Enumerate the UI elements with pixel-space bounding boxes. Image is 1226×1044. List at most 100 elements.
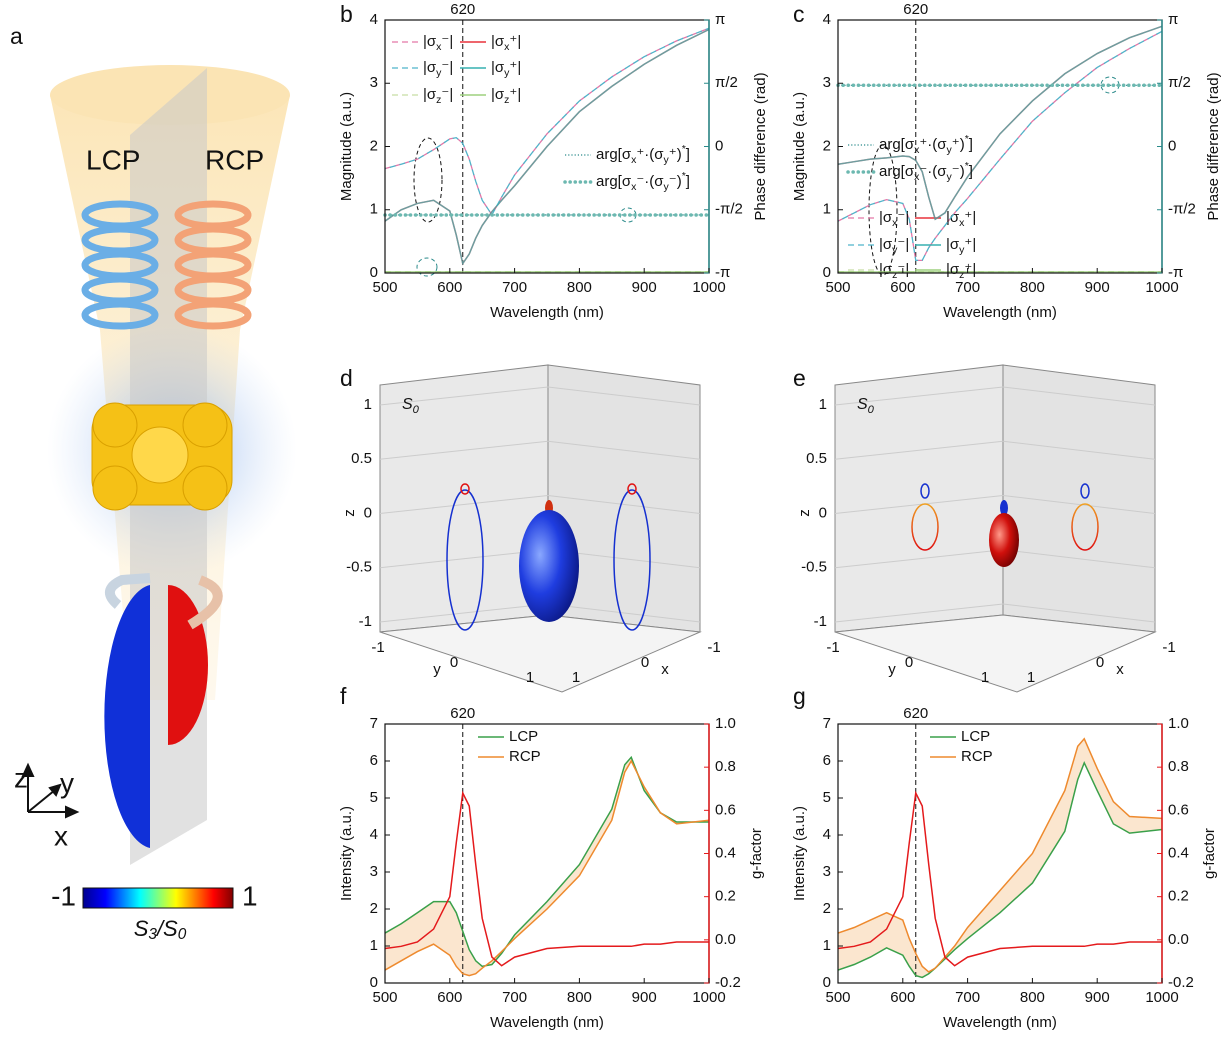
y2-tick-label: π/2 (715, 74, 738, 91)
grid-line (379, 440, 549, 460)
grid-line (1002, 495, 1156, 514)
surface (1000, 500, 1008, 516)
grid-line (1002, 440, 1156, 460)
y2-tick-label: -π (715, 264, 730, 281)
annotation-ellipse (413, 137, 443, 223)
legend-label: LCP (961, 728, 990, 745)
x-tick-label: 800 (567, 989, 592, 1006)
legend-label: |σz⁻| (879, 261, 909, 281)
x-tick-label: -1 (1162, 639, 1175, 656)
axis-label: x (54, 820, 68, 851)
y-tick-label: 3 (370, 74, 378, 91)
x-tick-label: 1 (572, 669, 580, 686)
grid-line (547, 440, 701, 460)
y-tick-label: 4 (370, 11, 378, 28)
x-tick-label: 600 (890, 989, 915, 1006)
grid-line (1002, 603, 1156, 623)
y2-tick-label: 0.2 (715, 888, 736, 905)
y-tick-label: -1 (371, 639, 384, 656)
floor (834, 614, 1157, 693)
y2-tick-label: 0.6 (1168, 801, 1189, 818)
legend-label: |σx⁻| (879, 209, 909, 229)
x-axis-label: Wavelength (nm) (490, 1014, 604, 1031)
z-tick-label: -0.5 (346, 559, 372, 576)
x-tick-label: 500 (372, 989, 397, 1006)
arrow (187, 575, 223, 630)
z-tick-label: 1 (364, 396, 372, 413)
arrow (105, 573, 151, 609)
x-tick-label: 700 (955, 279, 980, 296)
grid-line (547, 386, 701, 406)
grid-line (379, 386, 549, 406)
floor (379, 614, 702, 693)
y-tick-label: 7 (370, 715, 378, 732)
x-axis-label: Wavelength (nm) (943, 304, 1057, 321)
projection (920, 483, 930, 499)
y-tick-label: 5 (823, 789, 831, 806)
x-tick-label: 500 (825, 279, 850, 296)
y-tick-label: 0 (905, 654, 913, 671)
legend-label: RCP (961, 748, 993, 765)
y2-tick-label: 0 (1168, 137, 1176, 154)
projection (1071, 503, 1099, 551)
x-tick-label: 800 (1020, 279, 1045, 296)
grid-line (834, 386, 1004, 406)
y-tick-label: 0 (450, 654, 458, 671)
series-line (384, 28, 710, 266)
grid-line (547, 603, 701, 623)
x-tick-label: 700 (955, 989, 980, 1006)
legend-label: |σx⁻| (423, 33, 453, 53)
panel-label: e (793, 365, 806, 391)
grid-line (834, 495, 1004, 514)
y2-tick-label: 0.0 (715, 931, 736, 948)
y-tick-label: 4 (823, 826, 831, 843)
projection (911, 503, 939, 551)
y-tick-label: -1 (826, 639, 839, 656)
y-tick-label: 0 (823, 974, 831, 991)
y2-tick-label: 0.8 (1168, 758, 1189, 775)
z-tick-label: -0.5 (801, 559, 827, 576)
x-tick-label: 800 (1020, 989, 1045, 1006)
y2-tick-label: -0.2 (1168, 974, 1194, 991)
series-line (384, 790, 709, 967)
legend-label: LCP (509, 728, 538, 745)
y-tick-label: 1 (370, 937, 378, 954)
grid-line (1002, 386, 1156, 406)
series-line (837, 30, 1163, 261)
grid-line (834, 549, 1004, 569)
z-axis-label: z (796, 509, 813, 517)
projection (627, 483, 637, 495)
legend-label: |σy⁺| (491, 59, 521, 79)
projection (460, 483, 470, 495)
panel-label: d (340, 365, 353, 391)
x-tick-label: 1 (1027, 669, 1035, 686)
reference-label: 620 (903, 705, 928, 722)
y2-tick-label: π/2 (1168, 74, 1191, 91)
colorbar-max: 1 (242, 880, 258, 911)
y-tick-label: 3 (823, 74, 831, 91)
rcp-label: RCP (205, 144, 264, 175)
x-axis-label: Wavelength (nm) (490, 304, 604, 321)
y-tick-label: 2 (370, 137, 378, 154)
legend-label: RCP (509, 748, 541, 765)
panel-label: c (793, 1, 805, 27)
illustration: z y x LCP RCP -1 1 S3/S0 (14, 65, 297, 943)
x-tick-label: 1000 (1145, 279, 1178, 296)
series-line (837, 760, 1163, 979)
lcp-label: LCP (86, 144, 140, 175)
grid-line (834, 440, 1004, 460)
y2-tick-label: π (1168, 11, 1178, 28)
annotation-ellipse (868, 144, 898, 276)
series-line (837, 790, 1162, 967)
y-tick-label: 3 (370, 863, 378, 880)
legend-label: arg[σx⁺·(σy⁺)*] (879, 133, 973, 156)
colorbar-min: -1 (51, 880, 76, 911)
series-line (837, 25, 1163, 221)
y2-tick-label: 0.6 (715, 801, 736, 818)
y-tick-label: 1 (823, 201, 831, 218)
annotation: S0 (857, 396, 875, 416)
colorbar (82, 887, 234, 909)
x-tick-label: 700 (502, 279, 527, 296)
grid-line (1002, 549, 1156, 569)
